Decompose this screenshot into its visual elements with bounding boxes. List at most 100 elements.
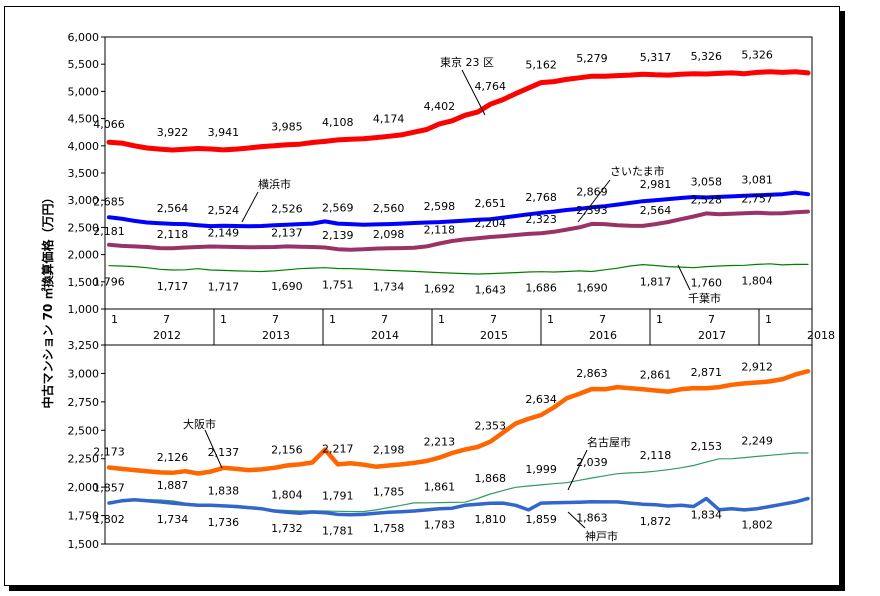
data-label: 3,985 [271,121,303,134]
leader-line [204,429,223,469]
data-label: 3,922 [157,126,189,139]
series-name-label: 東京 23 区 [440,55,494,69]
data-label: 1,736 [208,516,240,529]
series-name-label: 大阪市 [183,417,216,431]
data-label: 1,791 [322,489,354,502]
series-line-0-0 [106,69,811,153]
data-label: 2,323 [525,213,557,226]
data-label: 1,690 [576,281,608,294]
data-label: 1,796 [93,276,125,289]
month-tick-label: 7 [272,313,279,326]
year-tick-label: 2014 [371,329,399,342]
data-label: 2,768 [525,191,557,204]
month-tick-label: 1 [656,313,663,326]
top-y-tick-label: 6,000 [68,31,100,44]
top-y-tick-label: 5,500 [68,58,100,71]
data-label: 2,126 [157,451,189,464]
data-label: 2,039 [576,456,608,469]
series-line-0-1 [106,368,811,476]
top-plot-area [104,36,813,310]
bottom-y-tick-label: 2,750 [68,396,100,409]
data-label: 1,802 [93,513,125,526]
data-label: 2,156 [271,444,303,457]
data-label: 1,758 [373,522,405,535]
data-label: 2,173 [93,445,125,458]
bottom-y-tick-label: 2,250 [68,453,100,466]
data-label: 2,651 [475,197,507,210]
data-label: 2,137 [271,226,303,239]
data-label: 5,326 [691,50,723,63]
data-label: 1,817 [640,275,672,288]
chart-frame [4,6,840,586]
top-y-tick-label: 4,500 [68,113,100,126]
data-label: 2,249 [741,434,773,447]
data-label: 2,217 [322,442,354,455]
month-tick-label: 1 [220,313,227,326]
data-label: 1,785 [373,486,405,499]
series-line-1-1 [108,452,809,513]
data-label: 5,326 [741,48,773,61]
bottom-y-tick-label: 2,000 [68,481,100,494]
data-label: 2,685 [93,195,125,208]
data-label: 1,804 [741,274,773,287]
data-label: 1,734 [373,280,405,293]
leader-line [241,191,259,223]
data-label: 1,732 [271,522,303,535]
y-axis-label: 中古マンション 70 ㎡換算価格（万円） [40,191,55,408]
data-label: 2,569 [322,202,354,215]
data-label: 2,861 [640,368,672,381]
data-label: 1,872 [640,515,672,528]
data-label: 2,098 [373,228,405,241]
month-tick-label: 7 [708,313,715,326]
data-label: 1,692 [424,283,456,296]
data-label: 4,764 [475,80,507,93]
data-label: 1,861 [424,481,456,494]
data-label: 2,564 [157,202,189,215]
data-label: 3,058 [691,175,723,188]
data-label: 2,393 [576,204,608,217]
data-label: 2,871 [691,366,723,379]
year-tick-label: 2015 [480,329,508,342]
data-label: 1,868 [475,472,507,485]
data-label: 1,802 [741,519,773,532]
leader-line [461,69,486,116]
data-label: 2,353 [475,420,507,433]
year-tick-label: 2016 [589,329,617,342]
data-label: 4,108 [322,116,354,129]
year-tick-label: 2018 [807,329,835,342]
data-label: 2,149 [208,227,240,240]
month-tick-label: 1 [329,313,336,326]
data-label: 4,066 [93,118,125,131]
top-y-tick-label: 2,000 [68,249,100,262]
data-label: 3,081 [741,173,773,186]
series-name-label: 横浜市 [258,177,291,191]
data-label: 1,760 [691,277,723,290]
series-name-label: 名古屋市 [587,435,631,449]
data-label: 1,999 [525,463,557,476]
data-label: 2,560 [373,202,405,215]
data-label: 1,690 [271,280,303,293]
month-tick-label: 1 [547,313,554,326]
series-name-label: 神戸市 [585,529,618,543]
data-label: 2,528 [691,193,723,206]
month-tick-label: 1 [438,313,445,326]
data-label: 2,526 [271,203,303,216]
month-tick-label: 7 [163,313,170,326]
bottom-y-tick-label: 1,750 [68,510,100,523]
data-label: 1,887 [157,479,189,492]
bottom-plot-area [104,344,813,545]
data-label: 1,717 [208,280,240,293]
data-label: 5,162 [525,59,557,72]
bottom-y-tick-label: 2,500 [68,424,100,437]
series-name-label: 千葉市 [688,291,721,305]
data-label: 2,863 [576,367,608,380]
data-label: 1,857 [93,481,125,494]
year-tick-label: 2017 [698,329,726,342]
data-label: 2,634 [525,393,557,406]
month-tick-label: 7 [381,313,388,326]
data-label: 5,279 [576,52,608,65]
data-label: 2,757 [741,193,773,206]
bottom-y-tick-label: 3,250 [68,339,100,352]
data-label: 2,524 [208,204,240,217]
